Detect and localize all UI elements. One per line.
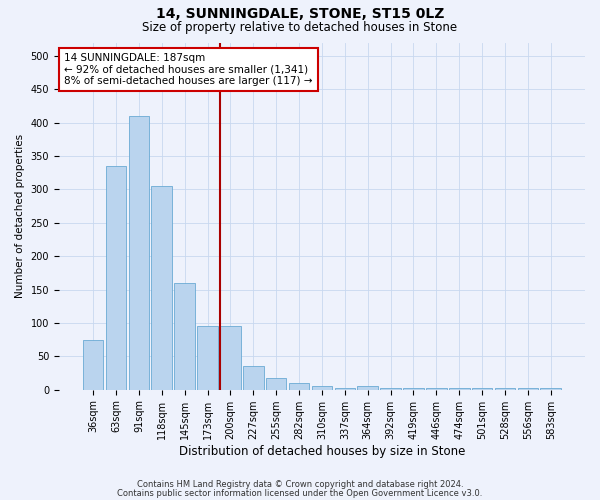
Bar	[541, 388, 561, 390]
Bar	[83, 340, 103, 390]
Bar	[472, 388, 493, 390]
Bar	[289, 383, 310, 390]
Bar	[266, 378, 286, 390]
Bar	[311, 386, 332, 390]
Bar	[449, 388, 470, 390]
Text: Size of property relative to detached houses in Stone: Size of property relative to detached ho…	[142, 21, 458, 34]
Bar	[197, 326, 218, 390]
Text: Contains HM Land Registry data © Crown copyright and database right 2024.: Contains HM Land Registry data © Crown c…	[137, 480, 463, 489]
Y-axis label: Number of detached properties: Number of detached properties	[15, 134, 25, 298]
Text: 14, SUNNINGDALE, STONE, ST15 0LZ: 14, SUNNINGDALE, STONE, ST15 0LZ	[156, 8, 444, 22]
Bar	[175, 283, 195, 390]
Bar	[243, 366, 263, 390]
Bar	[335, 388, 355, 390]
Bar	[128, 116, 149, 390]
Bar	[220, 326, 241, 390]
Bar	[151, 186, 172, 390]
Bar	[403, 388, 424, 390]
Bar	[380, 388, 401, 390]
Bar	[358, 386, 378, 390]
X-axis label: Distribution of detached houses by size in Stone: Distribution of detached houses by size …	[179, 444, 465, 458]
Bar	[518, 388, 538, 390]
Bar	[106, 166, 126, 390]
Text: Contains public sector information licensed under the Open Government Licence v3: Contains public sector information licen…	[118, 488, 482, 498]
Bar	[495, 388, 515, 390]
Text: 14 SUNNINGDALE: 187sqm
← 92% of detached houses are smaller (1,341)
8% of semi-d: 14 SUNNINGDALE: 187sqm ← 92% of detached…	[64, 53, 313, 86]
Bar	[426, 388, 446, 390]
